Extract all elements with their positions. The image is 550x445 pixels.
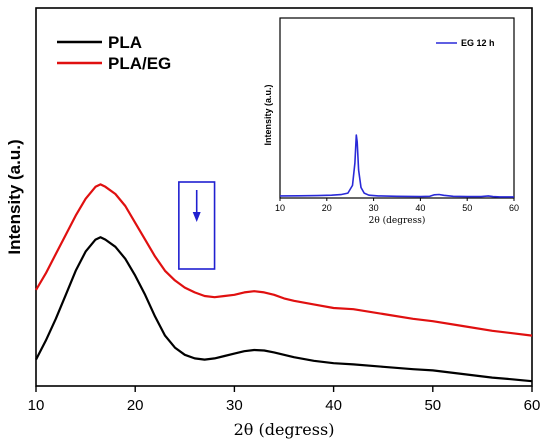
x-tick-label-50: 50	[462, 203, 472, 213]
series-line-pla	[35, 236, 533, 383]
inset-legend-label: EG 12 h	[461, 38, 495, 48]
inset-plot-frame	[279, 17, 515, 199]
main-legend: PLA PLA/EG	[57, 33, 171, 73]
x-tick-label-50: 50	[424, 397, 441, 414]
inset-chart: 10 20 30 40 50 60 2θ (degress) Intensity (a.u…	[263, 17, 519, 226]
x-tick-label-20: 20	[322, 203, 332, 213]
main-x-axis-title: 2θ (degress)	[234, 420, 335, 439]
x-tick-label-10: 10	[28, 397, 45, 414]
x-tick-label-30: 30	[226, 397, 243, 414]
main-plot-frame	[35, 7, 533, 387]
x-tick-label-40: 40	[325, 397, 342, 414]
legend-label-pla: PLA	[108, 33, 142, 52]
main-x-ticks: 10 20 30 40 50 60	[28, 386, 541, 414]
x-tick-label-30: 30	[369, 203, 379, 213]
x-tick-label-60: 60	[509, 203, 519, 213]
main-y-axis-title: Intensity (a.u.)	[5, 139, 24, 254]
inset-x-ticks: 10 20 30 40 50 60	[275, 198, 519, 213]
x-tick-label-60: 60	[524, 397, 541, 414]
series-line-eg-12-h	[279, 134, 514, 198]
x-tick-label-20: 20	[127, 397, 144, 414]
legend-label-pla-eg: PLA/EG	[108, 54, 171, 73]
inset-series-group	[279, 134, 514, 198]
inset-x-axis-title: 2θ (degress)	[369, 215, 426, 226]
x-tick-label-10: 10	[275, 203, 285, 213]
x-tick-label-40: 40	[415, 203, 425, 213]
main-series-group	[35, 183, 533, 383]
down-arrow-head-icon	[192, 212, 201, 222]
inset-y-axis-title: Intensity (a.u.)	[263, 84, 273, 145]
series-line-pla-eg	[35, 183, 533, 337]
highlight-box	[178, 181, 216, 270]
